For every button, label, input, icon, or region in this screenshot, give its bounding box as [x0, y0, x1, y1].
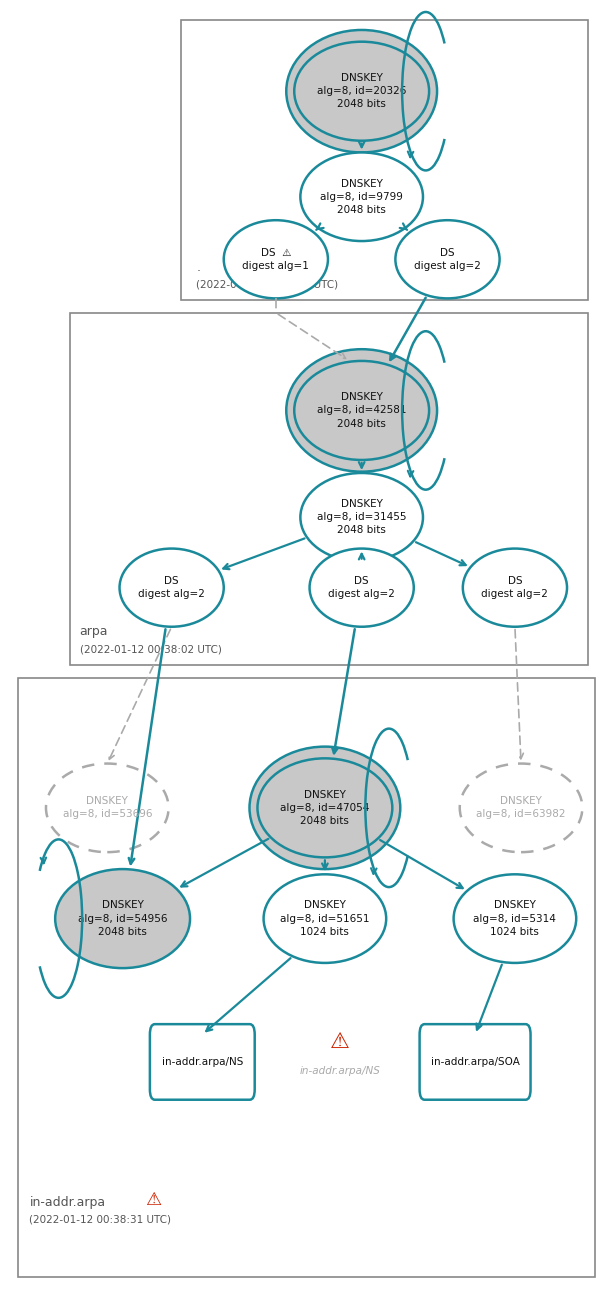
- Text: (2022-01-12 00:38:02 UTC): (2022-01-12 00:38:02 UTC): [80, 644, 221, 654]
- Text: .: .: [196, 261, 200, 274]
- Text: (2022-01-11 21:06:17 UTC): (2022-01-11 21:06:17 UTC): [196, 279, 338, 289]
- Text: DNSKEY
alg=8, id=42581
2048 bits: DNSKEY alg=8, id=42581 2048 bits: [317, 392, 406, 429]
- Text: DNSKEY
alg=8, id=51651
1024 bits: DNSKEY alg=8, id=51651 1024 bits: [280, 900, 370, 937]
- Text: DS
digest alg=2: DS digest alg=2: [414, 248, 481, 271]
- Text: DNSKEY
alg=8, id=63982: DNSKEY alg=8, id=63982: [476, 796, 566, 820]
- Ellipse shape: [286, 349, 437, 472]
- Ellipse shape: [310, 549, 414, 627]
- Text: in-addr.arpa/NS: in-addr.arpa/NS: [162, 1057, 243, 1067]
- Ellipse shape: [249, 747, 400, 869]
- Ellipse shape: [46, 764, 169, 852]
- FancyBboxPatch shape: [18, 678, 595, 1277]
- Ellipse shape: [55, 869, 190, 968]
- FancyBboxPatch shape: [150, 1024, 255, 1100]
- Ellipse shape: [264, 874, 386, 963]
- Ellipse shape: [460, 764, 582, 852]
- Text: DNSKEY
alg=8, id=31455
2048 bits: DNSKEY alg=8, id=31455 2048 bits: [317, 499, 406, 536]
- Text: DNSKEY
alg=8, id=54956
2048 bits: DNSKEY alg=8, id=54956 2048 bits: [78, 900, 167, 937]
- Text: DNSKEY
alg=8, id=47054
2048 bits: DNSKEY alg=8, id=47054 2048 bits: [280, 790, 370, 826]
- Ellipse shape: [300, 473, 423, 562]
- Text: DS  ⚠
digest alg=1: DS ⚠ digest alg=1: [242, 248, 310, 271]
- Ellipse shape: [224, 220, 328, 298]
- Text: DS
digest alg=2: DS digest alg=2: [481, 576, 549, 599]
- Text: DNSKEY
alg=8, id=5314
1024 bits: DNSKEY alg=8, id=5314 1024 bits: [473, 900, 557, 937]
- Text: ⚠: ⚠: [330, 1032, 350, 1053]
- Text: (2022-01-12 00:38:31 UTC): (2022-01-12 00:38:31 UTC): [29, 1214, 172, 1225]
- Text: arpa: arpa: [80, 625, 108, 638]
- FancyBboxPatch shape: [419, 1024, 530, 1100]
- FancyBboxPatch shape: [70, 313, 588, 665]
- Ellipse shape: [120, 549, 224, 627]
- Text: in-addr.arpa/NS: in-addr.arpa/NS: [300, 1066, 381, 1076]
- Text: ⚠: ⚠: [145, 1191, 161, 1209]
- Text: DS
digest alg=2: DS digest alg=2: [328, 576, 395, 599]
- Text: DNSKEY
alg=8, id=53696: DNSKEY alg=8, id=53696: [63, 796, 152, 820]
- Text: DNSKEY
alg=8, id=20326
2048 bits: DNSKEY alg=8, id=20326 2048 bits: [317, 73, 406, 109]
- Text: in-addr.arpa/SOA: in-addr.arpa/SOA: [431, 1057, 519, 1067]
- FancyBboxPatch shape: [181, 20, 588, 300]
- Text: DS
digest alg=2: DS digest alg=2: [138, 576, 205, 599]
- Ellipse shape: [395, 220, 500, 298]
- Ellipse shape: [300, 152, 423, 241]
- Text: in-addr.arpa: in-addr.arpa: [29, 1196, 105, 1209]
- Ellipse shape: [463, 549, 567, 627]
- Text: DNSKEY
alg=8, id=9799
2048 bits: DNSKEY alg=8, id=9799 2048 bits: [320, 179, 403, 215]
- Ellipse shape: [454, 874, 576, 963]
- Ellipse shape: [286, 30, 437, 152]
